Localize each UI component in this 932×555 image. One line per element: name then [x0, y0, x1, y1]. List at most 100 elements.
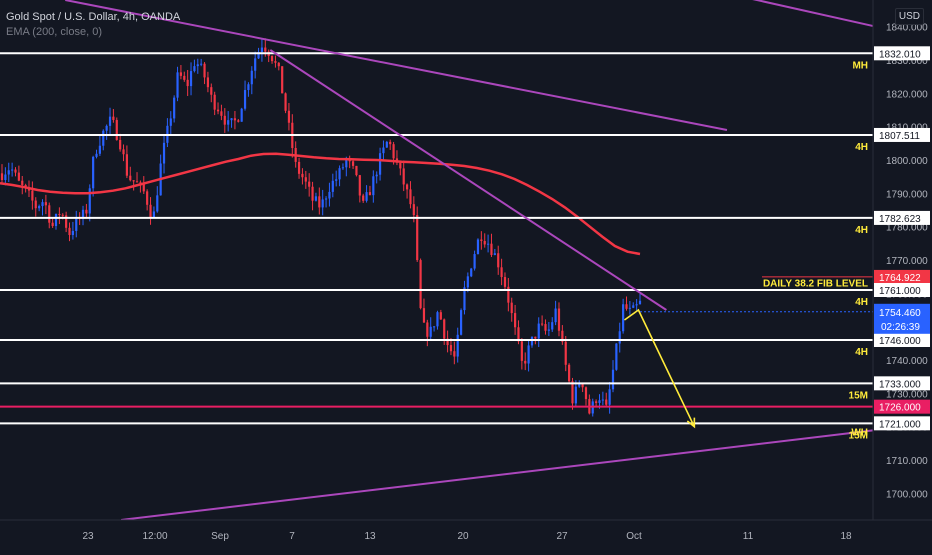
candle-body — [216, 109, 220, 112]
candle-body — [638, 300, 642, 305]
candle-body — [595, 401, 598, 403]
candle-body — [456, 334, 459, 357]
time-axis[interactable]: 23 12:00 Sep 7 13 20 27 Oct 11 18 — [82, 531, 852, 542]
candle-body — [473, 254, 476, 269]
candle-body — [277, 62, 280, 67]
candle-body — [186, 79, 189, 87]
candle-body — [338, 168, 341, 180]
candle-body — [156, 195, 159, 212]
time-tick-label: Oct — [626, 531, 642, 542]
candle-body — [537, 323, 540, 339]
candle-body — [601, 399, 604, 401]
candle-body — [308, 181, 311, 187]
candle-body — [254, 58, 257, 71]
candle-body — [149, 204, 152, 218]
candle-body — [152, 211, 156, 218]
candle-body — [615, 343, 618, 370]
candle-body — [304, 177, 307, 182]
price-tag — [874, 416, 930, 431]
candle-body — [21, 180, 24, 186]
price-axis[interactable]: 1700.0001710.0001720.0001730.0001740.000… — [874, 23, 930, 501]
candle-body — [554, 308, 557, 323]
price-tag-label: 1761.000 — [879, 286, 921, 297]
candle-body — [17, 172, 20, 181]
candle-body — [524, 360, 527, 364]
rising-support-trendline[interactable] — [121, 429, 877, 521]
candle-body — [490, 243, 493, 255]
candle-body — [443, 319, 446, 339]
candle-body — [389, 141, 392, 145]
candle-body — [568, 364, 571, 382]
candle-body — [480, 239, 483, 241]
candle-body — [92, 156, 95, 189]
candle-body — [429, 326, 432, 337]
price-tick-label: 1740.000 — [886, 356, 928, 367]
candle-body — [230, 118, 233, 121]
candle-body — [115, 119, 118, 140]
candle-body — [507, 286, 510, 303]
candle-body — [122, 149, 125, 155]
candle-body — [321, 199, 324, 208]
candle-body — [571, 381, 574, 404]
price-tick-label: 1800.000 — [886, 156, 928, 167]
candle-body — [189, 71, 193, 87]
candle-body — [517, 327, 520, 342]
annotation-label: DAILY 38.2 FIB LEVEL — [763, 279, 868, 290]
price-tag — [874, 283, 930, 297]
price-tick-label: 1820.000 — [886, 89, 928, 100]
candle-body — [439, 312, 442, 320]
top-right-trend-trendline[interactable] — [727, 0, 877, 28]
candle-body — [520, 341, 523, 361]
candle-body — [257, 52, 260, 59]
projection-arrow[interactable] — [623, 308, 696, 428]
candle-body — [318, 196, 321, 208]
candle-body — [358, 175, 361, 196]
candle-body — [98, 145, 101, 154]
price-tag — [874, 127, 930, 142]
price-tick-label: 1730.000 — [886, 389, 928, 400]
price-tag-label: 1782.623 — [879, 214, 921, 225]
candle-body — [486, 243, 490, 245]
candle-body — [399, 162, 402, 169]
upper-downtrend-trendline[interactable] — [65, 0, 728, 131]
candle-body — [179, 72, 183, 76]
candle-body — [51, 222, 54, 227]
price-tag-label: 1832.010 — [879, 49, 921, 60]
price-tag — [874, 269, 930, 284]
candle-body — [311, 186, 314, 201]
price-tag-label: 1733.000 — [879, 379, 921, 390]
candle-body — [38, 206, 41, 209]
ema-200-line[interactable] — [0, 152, 641, 256]
candle-body — [618, 331, 621, 344]
candle-body — [497, 253, 500, 268]
price-tag-label: 1807.511 — [879, 131, 920, 142]
price-tag-label: 1721.000 — [879, 419, 921, 430]
time-tick-label: 27 — [556, 531, 568, 542]
candle-body — [547, 329, 550, 331]
candle-body — [301, 173, 304, 178]
candle-body — [459, 310, 463, 335]
candle-body — [382, 147, 385, 154]
candle-body — [68, 227, 71, 236]
candle-body — [351, 161, 355, 166]
candle-body — [243, 90, 247, 109]
candle-body — [534, 336, 537, 339]
candle-body — [574, 386, 577, 404]
candle-body — [95, 153, 98, 157]
price-tag — [874, 333, 930, 347]
candle-body — [210, 87, 213, 95]
candle-body — [44, 202, 47, 206]
time-tick-label: 23 — [82, 531, 94, 542]
currency-label[interactable]: USD — [894, 8, 924, 25]
steep-downtrend-trendline[interactable] — [269, 49, 667, 311]
candle-body — [250, 70, 253, 85]
candle-body — [162, 142, 166, 164]
candle-body — [135, 181, 139, 183]
price-tag — [874, 46, 930, 61]
candle-body — [281, 66, 284, 94]
candle-body — [557, 308, 561, 331]
candle-body — [105, 125, 108, 131]
level-label: 15M — [849, 390, 868, 401]
